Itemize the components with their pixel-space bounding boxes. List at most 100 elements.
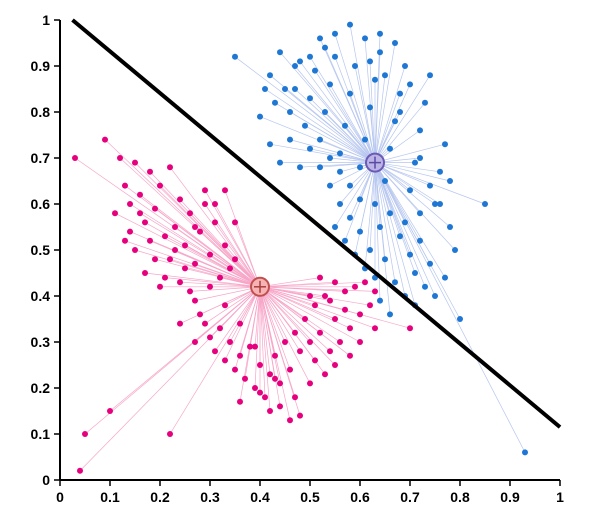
data-point <box>322 109 328 115</box>
data-point <box>397 109 403 115</box>
data-point <box>222 357 228 363</box>
data-point <box>267 72 273 78</box>
data-point <box>157 284 163 290</box>
data-point <box>307 95 313 101</box>
data-point <box>177 321 183 327</box>
data-point <box>172 224 178 230</box>
data-point <box>407 252 413 258</box>
data-point <box>412 160 418 166</box>
data-point <box>232 367 238 373</box>
x-tick-label: 0.6 <box>350 489 370 505</box>
data-point <box>257 362 263 368</box>
data-point <box>302 316 308 322</box>
data-point <box>402 219 408 225</box>
data-point <box>167 164 173 170</box>
data-point <box>182 265 188 271</box>
data-point <box>122 183 128 189</box>
data-point <box>157 183 163 189</box>
data-point <box>262 394 268 400</box>
data-point <box>447 178 453 184</box>
data-point <box>307 380 313 386</box>
data-point <box>332 279 338 285</box>
data-point <box>422 284 428 290</box>
chart-background <box>0 0 601 521</box>
data-point <box>332 316 338 322</box>
data-point <box>197 229 203 235</box>
data-point <box>177 196 183 202</box>
data-point <box>202 187 208 193</box>
data-point <box>167 431 173 437</box>
data-point <box>82 431 88 437</box>
data-point <box>312 357 318 363</box>
data-point <box>347 183 353 189</box>
x-tick-label: 0.3 <box>200 489 220 505</box>
y-tick-label: 0.2 <box>31 380 51 396</box>
data-point <box>352 63 358 69</box>
data-point <box>412 270 418 276</box>
data-point <box>287 137 293 143</box>
data-point <box>207 284 213 290</box>
data-point <box>147 238 153 244</box>
data-point <box>332 31 338 37</box>
data-point <box>367 104 373 110</box>
data-point <box>232 54 238 60</box>
data-point <box>112 210 118 216</box>
data-point <box>142 270 148 276</box>
data-point <box>227 339 233 345</box>
y-tick-label: 0 <box>42 472 50 488</box>
data-point <box>307 339 313 345</box>
data-point <box>237 353 243 359</box>
data-point <box>287 109 293 115</box>
data-point <box>267 408 273 414</box>
y-tick-label: 0.8 <box>31 104 51 120</box>
data-point <box>367 58 373 64</box>
data-point <box>392 118 398 124</box>
data-point <box>217 275 223 281</box>
data-point <box>137 210 143 216</box>
data-point <box>362 279 368 285</box>
data-point <box>312 68 318 74</box>
data-point <box>482 201 488 207</box>
data-point <box>372 77 378 83</box>
data-point <box>192 261 198 267</box>
data-point <box>277 160 283 166</box>
data-point <box>422 100 428 106</box>
x-tick-label: 0 <box>56 489 64 505</box>
data-point <box>332 224 338 230</box>
data-point <box>427 72 433 78</box>
data-point <box>332 362 338 368</box>
data-point <box>522 449 528 455</box>
data-point <box>297 413 303 419</box>
data-point <box>387 210 393 216</box>
data-point <box>362 35 368 41</box>
data-point <box>192 224 198 230</box>
data-point <box>327 298 333 304</box>
data-point <box>357 229 363 235</box>
data-point <box>347 91 353 97</box>
data-point <box>382 178 388 184</box>
data-point <box>132 160 138 166</box>
data-point <box>127 201 133 207</box>
data-point <box>162 275 168 281</box>
data-point <box>387 311 393 317</box>
data-point <box>427 183 433 189</box>
data-point <box>327 348 333 354</box>
data-point <box>307 293 313 299</box>
data-point <box>267 141 273 147</box>
data-point <box>342 307 348 313</box>
data-point <box>307 146 313 152</box>
data-point <box>317 275 323 281</box>
data-point <box>377 224 383 230</box>
data-point <box>127 229 133 235</box>
data-point <box>102 137 108 143</box>
data-point <box>107 408 113 414</box>
data-point <box>297 348 303 354</box>
data-point <box>232 219 238 225</box>
data-point <box>397 91 403 97</box>
y-tick-label: 0.7 <box>31 150 51 166</box>
data-point <box>452 247 458 253</box>
data-point <box>182 242 188 248</box>
data-point <box>72 155 78 161</box>
data-point <box>277 380 283 386</box>
data-point <box>392 40 398 46</box>
